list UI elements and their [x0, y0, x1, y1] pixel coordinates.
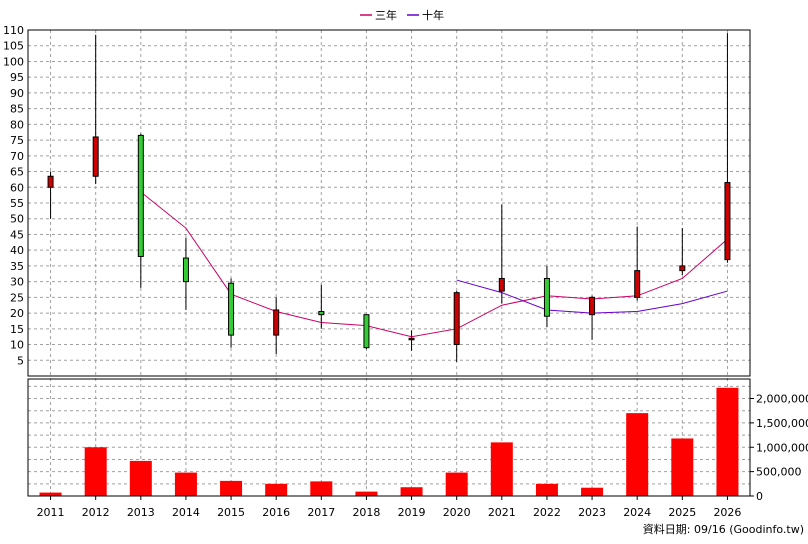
- price-tick-label: 65: [10, 166, 24, 179]
- volume-bars: [39, 387, 739, 496]
- volume-bar: [445, 472, 468, 496]
- x-tick-label: 2026: [713, 506, 741, 519]
- volume-bar: [174, 472, 197, 496]
- price-tick-label: 50: [10, 213, 24, 226]
- price-tick-label: 95: [10, 71, 24, 84]
- price-tick-label: 100: [3, 55, 24, 68]
- candle-body: [92, 136, 99, 177]
- volume-bar: [355, 491, 378, 496]
- legend-label: 三年: [375, 8, 397, 22]
- x-tick-label: 2025: [668, 506, 696, 519]
- x-tick-label: 2012: [82, 506, 110, 519]
- volume-tick-label: 2,000,000: [756, 393, 808, 406]
- price-plot-frame: [27, 29, 751, 377]
- axes: 5101520253035404550556065707580859095100…: [3, 24, 808, 519]
- price-tick-label: 40: [10, 244, 24, 257]
- x-tick-label: 2019: [398, 506, 426, 519]
- candlesticks: [47, 33, 731, 362]
- candle-body: [724, 182, 731, 261]
- x-tick-label: 2015: [217, 506, 245, 519]
- legend: 三年 十年: [360, 8, 444, 22]
- volume-bar: [129, 460, 152, 496]
- volume-bar: [39, 492, 62, 496]
- price-tick-label: 5: [17, 354, 24, 367]
- volume-plot-frame: [27, 378, 751, 497]
- candle-body: [137, 134, 144, 257]
- price-tick-label: 110: [3, 24, 24, 37]
- price-tick-label: 85: [10, 103, 24, 116]
- candle-body: [543, 277, 550, 317]
- price-tick-label: 90: [10, 87, 24, 100]
- candle-body: [498, 277, 505, 292]
- candle-body: [589, 296, 596, 316]
- price-tick-label: 55: [10, 197, 24, 210]
- volume-bar: [671, 438, 694, 496]
- legend-label: 十年: [422, 8, 444, 22]
- price-tick-label: 80: [10, 118, 24, 131]
- footer-note: 資料日期: 09/16 (Goodinfo.tw): [643, 522, 804, 536]
- volume-bar: [400, 487, 423, 496]
- candle-body: [634, 270, 641, 298]
- candle-body: [47, 175, 54, 188]
- volume-bar: [310, 481, 333, 496]
- volume-bar: [535, 483, 558, 496]
- candle-body: [453, 292, 460, 346]
- volume-tick-label: 1,000,000: [756, 441, 808, 454]
- x-tick-label: 2011: [37, 506, 65, 519]
- x-tick-label: 2017: [307, 506, 335, 519]
- x-tick-label: 2018: [352, 506, 380, 519]
- volume-bar: [490, 442, 513, 496]
- price-tick-label: 35: [10, 260, 24, 273]
- volume-bar: [581, 487, 604, 496]
- candle-body: [408, 337, 415, 341]
- price-tick-label: 75: [10, 134, 24, 147]
- price-tick-label: 60: [10, 181, 24, 194]
- x-tick-label: 2023: [578, 506, 606, 519]
- candle-body: [318, 311, 325, 316]
- candle-body: [679, 265, 686, 272]
- price-tick-label: 15: [10, 323, 24, 336]
- price-tick-label: 20: [10, 307, 24, 320]
- volume-bar: [265, 483, 288, 496]
- volume-tick-label: 1,500,000: [756, 417, 808, 430]
- volume-tick-label: 0: [756, 490, 763, 503]
- ma-line: [140, 191, 728, 338]
- price-tick-label: 45: [10, 228, 24, 241]
- x-tick-label: 2016: [262, 506, 290, 519]
- price-tick-label: 105: [3, 40, 24, 53]
- volume-bar: [626, 413, 649, 496]
- price-tick-label: 70: [10, 150, 24, 163]
- x-tick-label: 2013: [127, 506, 155, 519]
- price-tick-label: 30: [10, 276, 24, 289]
- x-tick-label: 2014: [172, 506, 200, 519]
- price-tick-label: 25: [10, 291, 24, 304]
- volume-bar: [84, 447, 107, 496]
- x-tick-label: 2024: [623, 506, 651, 519]
- x-tick-label: 2021: [488, 506, 516, 519]
- candle-body: [273, 309, 280, 336]
- volume-tick-label: 500,000: [756, 466, 802, 479]
- candle-body: [363, 314, 370, 349]
- volume-bar: [220, 480, 243, 496]
- x-tick-label: 2022: [533, 506, 561, 519]
- x-tick-label: 2020: [443, 506, 471, 519]
- candle-body: [182, 257, 189, 283]
- volume-bar: [716, 387, 739, 496]
- candle-body: [228, 282, 235, 336]
- price-tick-label: 10: [10, 339, 24, 352]
